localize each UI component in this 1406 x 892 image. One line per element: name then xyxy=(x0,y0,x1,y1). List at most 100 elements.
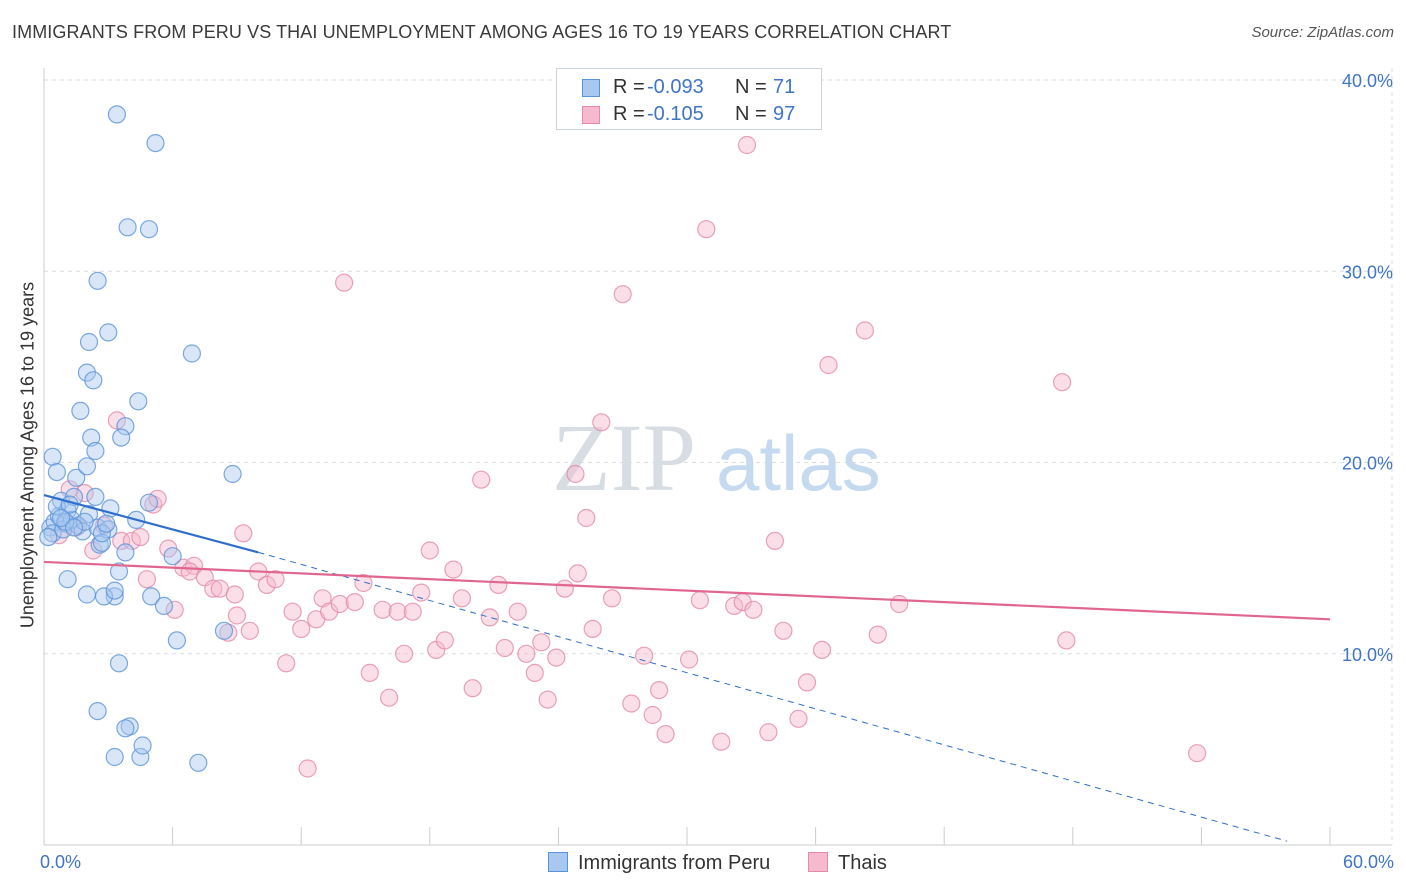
peru-point xyxy=(47,463,67,482)
r-value-peru: -0.093 xyxy=(647,76,704,98)
thais-point xyxy=(602,589,622,608)
thais-point xyxy=(525,663,544,683)
peru-point xyxy=(92,524,112,543)
peru-point xyxy=(75,512,94,531)
peru-point xyxy=(112,428,131,447)
peru-point xyxy=(39,527,58,547)
peru-points xyxy=(39,105,242,772)
peru-point xyxy=(109,562,129,581)
thais-point xyxy=(234,524,253,543)
thais-point xyxy=(744,600,763,619)
thais-point xyxy=(517,644,536,663)
peru-point xyxy=(189,753,208,772)
x-tick-max: 60.0% xyxy=(1342,852,1394,872)
stats-box: R = -0.093 N = 71 R = -0.105 N = 97 xyxy=(556,68,822,130)
peru-point xyxy=(109,654,129,673)
thais-point xyxy=(330,594,349,614)
thais-point xyxy=(643,705,662,725)
peru-point xyxy=(71,401,90,420)
thais-point xyxy=(812,640,832,660)
peru-point xyxy=(79,332,99,352)
peru-point xyxy=(182,344,201,363)
peru-point xyxy=(107,105,127,124)
peru-point xyxy=(64,518,84,537)
thais-point xyxy=(532,633,551,652)
thais-point xyxy=(165,600,184,619)
y-tick-labels: 10.0% 20.0% 30.0% 40.0% xyxy=(1342,71,1393,665)
thais-point xyxy=(1187,744,1207,763)
y-axis-label: Unemployment Among Ages 16 to 19 years xyxy=(17,281,38,629)
peru-point xyxy=(116,543,135,562)
legend-item-peru[interactable]: Immigrants from Peru xyxy=(548,852,770,875)
thais-point xyxy=(148,489,167,508)
thais-point xyxy=(1057,631,1076,650)
thais-point xyxy=(819,355,838,375)
n-value-peru: 71 xyxy=(773,76,796,98)
thais-point xyxy=(697,220,716,239)
thais-point xyxy=(180,562,199,581)
thais-point xyxy=(354,573,373,593)
y-tick-label: 20.0% xyxy=(1342,454,1393,474)
thais-point xyxy=(566,464,585,484)
peru-point xyxy=(116,719,135,738)
grid-lines xyxy=(44,68,1393,845)
legend-swatch-peru xyxy=(548,852,568,872)
thais-point xyxy=(420,541,439,560)
thais-point xyxy=(75,484,94,503)
thais-point xyxy=(388,602,407,621)
thais-point xyxy=(789,709,808,728)
thais-point xyxy=(774,621,793,640)
peru-point xyxy=(131,747,150,767)
peru-point xyxy=(51,508,71,528)
peru-point xyxy=(167,631,186,650)
thais-point xyxy=(412,583,431,602)
peru-point xyxy=(88,271,107,290)
trend-lines xyxy=(43,493,1331,842)
watermark: ZIP atlas xyxy=(552,404,881,511)
peru-point xyxy=(94,587,114,606)
peru-point xyxy=(105,747,124,767)
peru-point xyxy=(118,218,137,237)
peru-point xyxy=(86,487,105,506)
peru-point xyxy=(88,701,107,721)
thais-point xyxy=(283,602,302,621)
thais-point xyxy=(225,585,244,604)
thais-point xyxy=(131,527,150,547)
peru-trend-line xyxy=(43,493,259,554)
thais-point xyxy=(122,531,141,551)
peru-point xyxy=(223,464,242,484)
thais-point xyxy=(495,638,514,658)
thais-point xyxy=(380,688,399,707)
peru-point xyxy=(86,441,105,461)
thais-point xyxy=(112,531,131,551)
peru-point xyxy=(214,621,234,640)
peru-point xyxy=(154,596,174,616)
peru-point xyxy=(163,547,182,566)
thais-point xyxy=(489,575,508,595)
peru-point xyxy=(92,533,112,552)
peru-point xyxy=(133,736,152,755)
watermark-atlas: atlas xyxy=(716,419,881,507)
thais-point xyxy=(737,135,757,155)
y-tick-label: 40.0% xyxy=(1342,71,1393,91)
peru-point xyxy=(97,514,116,533)
thais-point xyxy=(622,694,641,713)
peru-point xyxy=(146,134,165,153)
peru-swatch xyxy=(582,79,600,97)
thais-swatch xyxy=(582,106,600,124)
thais-point xyxy=(266,570,285,589)
n-value-thais: 97 xyxy=(773,103,796,125)
source-label: Source: ZipAtlas.com xyxy=(1251,24,1394,41)
y-tick-label: 10.0% xyxy=(1342,645,1393,665)
thais-point xyxy=(463,679,482,698)
peru-point xyxy=(105,581,124,600)
thais-point xyxy=(679,650,699,669)
stats-row-thais: R = -0.105 N = 97 xyxy=(557,100,821,128)
peru-point xyxy=(58,570,77,589)
legend-item-thais[interactable]: Thais xyxy=(808,852,887,875)
x-tick-min: 0.0% xyxy=(40,852,82,872)
thais-point xyxy=(577,508,596,528)
thais-point xyxy=(555,579,574,598)
thais-point xyxy=(204,579,223,598)
thais-point xyxy=(444,560,463,579)
